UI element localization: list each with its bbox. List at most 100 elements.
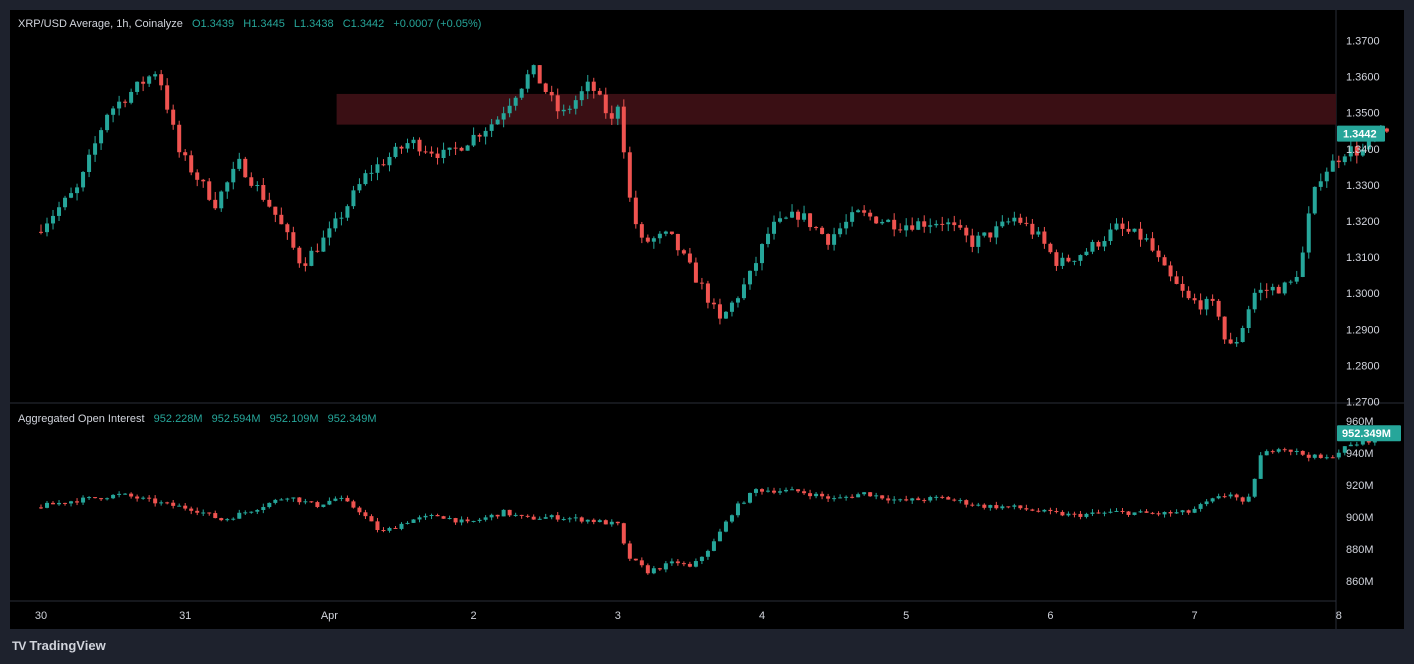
oi-candle xyxy=(465,519,470,522)
oi-axis-tick-label: 960M xyxy=(1346,416,1374,428)
oi-candle xyxy=(255,510,260,512)
price-candle xyxy=(117,101,122,109)
oi-candle xyxy=(69,501,74,504)
price-axis-tick-label: 1.2900 xyxy=(1346,324,1380,336)
price-candle xyxy=(1018,217,1023,223)
price-candle xyxy=(69,193,74,198)
price-candle xyxy=(723,311,728,319)
oi-candle xyxy=(519,514,524,516)
price-axis-tick-label: 1.3200 xyxy=(1346,216,1380,228)
price-candle xyxy=(387,156,392,166)
oi-candle xyxy=(405,522,410,524)
oi-candle xyxy=(63,502,68,504)
oi-candle xyxy=(826,496,831,499)
price-candle xyxy=(165,85,170,110)
price-candle xyxy=(1300,252,1305,277)
price-candle xyxy=(255,185,260,187)
price-candle xyxy=(1096,241,1101,247)
price-candle xyxy=(705,283,710,303)
oi-candle xyxy=(441,516,446,519)
price-candle xyxy=(663,231,668,234)
oi-candle xyxy=(910,498,915,501)
price-axis-tick-label: 1.3000 xyxy=(1346,288,1380,300)
oi-candle xyxy=(423,515,428,518)
price-candle xyxy=(339,217,344,219)
price-candle xyxy=(1048,243,1053,253)
oi-candle xyxy=(1006,506,1011,508)
oi-candle xyxy=(333,498,338,501)
oi-legend: Aggregated Open Interest 952.228M 952.59… xyxy=(18,413,377,425)
oi-candle xyxy=(1342,446,1347,453)
oi-candle xyxy=(555,515,560,520)
oi-candle xyxy=(171,502,176,506)
oi-candle xyxy=(579,517,584,522)
price-candle xyxy=(1336,160,1341,163)
price-candle xyxy=(982,232,987,236)
oi-candle xyxy=(675,561,680,564)
oi-candle xyxy=(856,494,861,498)
price-candle xyxy=(741,284,746,299)
price-candle xyxy=(1120,223,1125,229)
oi-candle xyxy=(1210,498,1215,502)
oi-legend-value-2: 952.594M xyxy=(211,413,261,425)
price-candle xyxy=(147,76,152,84)
price-axis-tick-label: 1.2700 xyxy=(1346,397,1380,409)
price-candle xyxy=(159,74,164,86)
oi-candle xyxy=(1114,510,1119,512)
oi-candle xyxy=(645,565,650,574)
price-candle xyxy=(784,217,789,219)
oi-candle xyxy=(237,512,242,519)
oi-candle xyxy=(1138,511,1143,513)
oi-candle xyxy=(1240,497,1245,502)
oi-candle xyxy=(1348,444,1353,447)
oi-candle xyxy=(477,519,482,521)
tradingview-brand[interactable]: TV TradingView xyxy=(12,638,106,653)
oi-candle xyxy=(567,518,572,520)
price-candle xyxy=(1036,231,1041,235)
oi-candle xyxy=(501,509,506,517)
oi-candle xyxy=(814,493,819,497)
price-candle xyxy=(1198,300,1203,310)
oi-candle xyxy=(321,504,326,507)
price-candle xyxy=(838,228,843,235)
price-candle xyxy=(81,171,86,188)
oi-candle xyxy=(1288,449,1293,452)
price-candle xyxy=(405,143,410,149)
price-candle xyxy=(910,225,915,230)
price-candle xyxy=(57,207,62,216)
oi-candle xyxy=(892,499,897,501)
price-candle xyxy=(645,237,650,242)
price-candle xyxy=(1306,213,1311,253)
price-candle xyxy=(153,74,158,77)
oi-axis-tick-label: 940M xyxy=(1346,448,1374,460)
oi-candle xyxy=(627,543,632,559)
price-candle xyxy=(1156,250,1161,258)
price-candle xyxy=(579,91,584,101)
oi-candle xyxy=(231,518,236,520)
price-candle xyxy=(1318,181,1323,187)
price-legend: XRP/USD Average, 1h, Coinalyze O1.3439 H… xyxy=(18,18,481,30)
oi-candle xyxy=(796,489,801,492)
oi-candle xyxy=(1012,505,1017,507)
price-candle xyxy=(87,154,92,172)
price-candle xyxy=(1234,341,1239,344)
price-candle xyxy=(790,211,795,218)
last-oi-label: 952.349M xyxy=(1342,428,1391,440)
price-candle xyxy=(39,231,43,233)
oi-candle xyxy=(784,489,789,492)
oi-candle xyxy=(1096,512,1101,514)
price-axis-tick-label: 1.3300 xyxy=(1346,180,1380,192)
oi-candle xyxy=(597,520,602,523)
oi-candle xyxy=(351,501,356,508)
price-candle xyxy=(964,227,969,236)
price-candle xyxy=(369,172,374,174)
oi-candle xyxy=(549,515,554,518)
price-candle xyxy=(928,225,933,227)
price-candle xyxy=(796,211,801,220)
oi-candle xyxy=(285,498,290,500)
oi-candle xyxy=(1186,510,1191,513)
oi-candle xyxy=(790,489,795,491)
price-candle xyxy=(1324,171,1329,182)
oi-candle xyxy=(219,518,224,521)
